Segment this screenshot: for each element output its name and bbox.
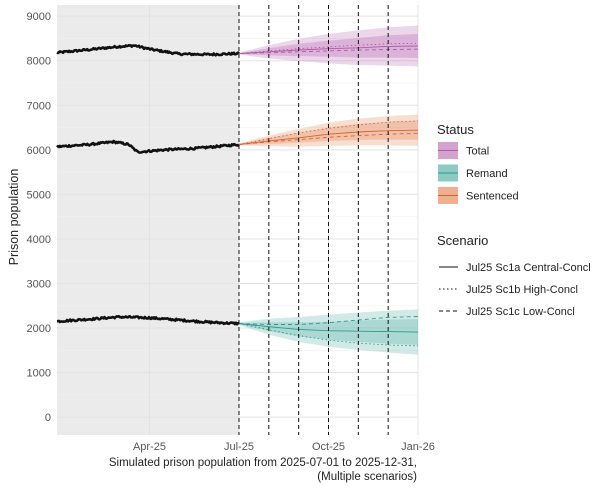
caption-line-1: Simulated prison population from 2025-07… [109,457,417,469]
legend-label-scenario: Jul25 Sc1b High-Concl [466,284,578,296]
remand-historical-line [56,314,240,326]
legend-status: Status Total Remand Sentenced [437,122,519,204]
x-tick-label: Apr-25 [133,441,166,453]
x-tick-label: Jan-26 [401,441,435,453]
y-tick-label: 9000 [27,11,51,23]
legend-label-scenario: Jul25 Sc1a Central-Concl [466,262,591,274]
y-tick-label: 2000 [27,323,51,335]
y-tick-label: 3000 [27,278,51,290]
legend-label-remand: Remand [466,168,508,180]
remand-band-inner [239,319,418,345]
total-historical-line [56,43,240,57]
sentenced-band-outer [239,114,418,147]
total-band-outer [239,25,418,67]
y-tick-label: 5000 [27,189,51,201]
legend-label-total: Total [466,146,489,158]
legend-label-sentenced: Sentenced [466,191,519,203]
caption-line-2: (Multiple scenarios) [317,471,417,483]
remand-band-outer [239,309,418,355]
legend-label-scenario: Jul25 Sc1c Low-Concl [466,306,575,318]
y-tick-label: 4000 [27,234,51,246]
y-tick-label: 0 [45,412,51,424]
x-tick-label: Jul-25 [224,441,254,453]
legend-scenario-title: Scenario [437,233,488,248]
y-axis-title: Prison population [7,169,21,266]
historical-period-shading [57,5,239,435]
x-tick-label: Oct-25 [312,441,345,453]
y-tick-label: 6000 [27,145,51,157]
legend-scenario: Scenario Jul25 Sc1a Central-Concl Jul25 S… [437,233,591,318]
y-tick-label: 8000 [27,56,51,68]
legend-status-title: Status [437,122,474,137]
y-tick-label: 1000 [27,368,51,380]
y-tick-label: 7000 [27,100,51,112]
remand-low-scenario-line [238,316,419,325]
sentenced-historical-line [56,139,240,154]
